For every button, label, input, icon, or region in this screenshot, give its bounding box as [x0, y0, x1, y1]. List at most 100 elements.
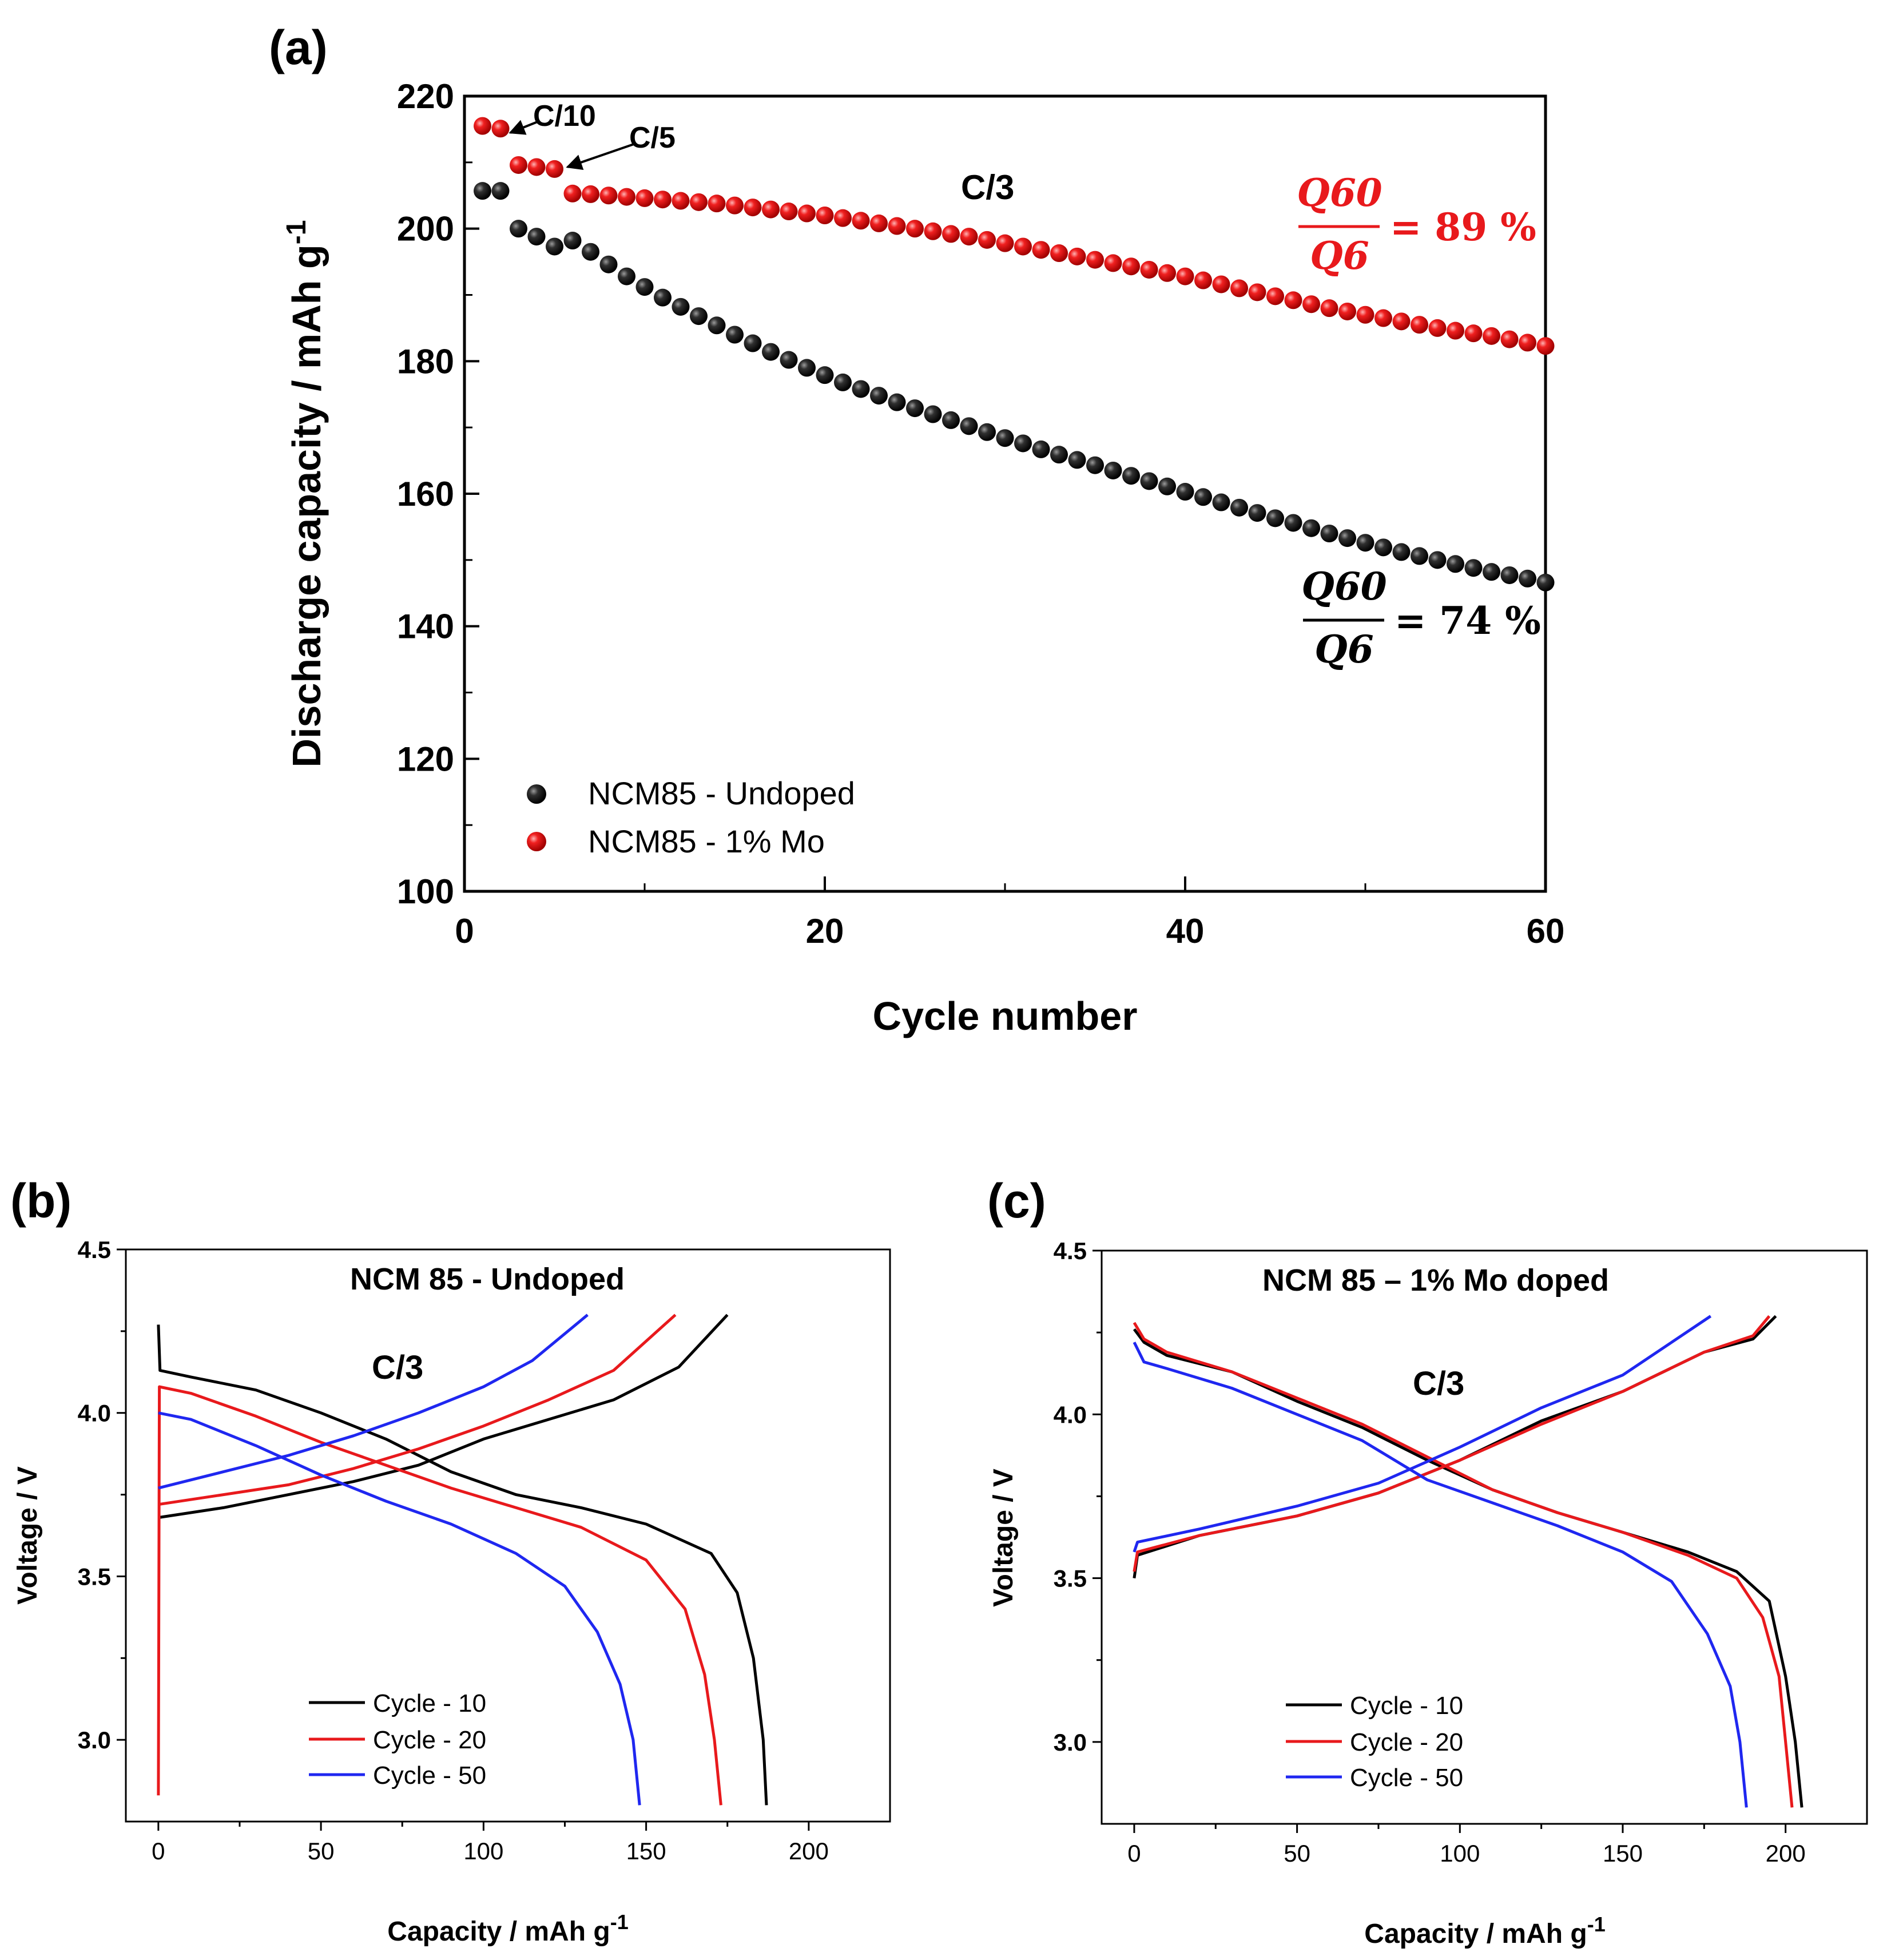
y-tick-label-b: 4.5 [78, 1236, 111, 1263]
x-tick-label-c: 0 [1127, 1840, 1141, 1867]
data-point-undoped [474, 182, 491, 200]
data-point-mo [1536, 337, 1555, 355]
data-point-mo [1014, 237, 1032, 256]
data-point-undoped [1338, 529, 1356, 547]
retention-formula-undoped: Q60 Q6 = 74 % [1301, 564, 1541, 672]
legend-label-b-cycle10: Cycle - 10 [373, 1689, 486, 1717]
data-point-mo [618, 188, 635, 206]
data-point-undoped [582, 243, 599, 261]
y-tick-label-c: 3.0 [1054, 1729, 1087, 1756]
data-point-mo [996, 234, 1014, 252]
data-point-undoped [1411, 547, 1428, 565]
data-point-undoped [744, 334, 762, 352]
data-point-mo [690, 193, 708, 211]
data-point-mo [960, 228, 978, 246]
data-point-mo [1284, 291, 1302, 310]
data-point-undoped [1176, 483, 1194, 501]
y-tick-label-a: 100 [397, 872, 454, 911]
y-tick-label-a: 140 [397, 608, 454, 646]
x-tick-label-a: 40 [1166, 912, 1205, 950]
data-point-undoped [942, 411, 960, 429]
data-point-undoped [635, 278, 654, 296]
data-point-undoped [1122, 467, 1140, 485]
formula-mo-result: = 89 % [1390, 205, 1536, 249]
data-point-undoped [1302, 519, 1320, 537]
data-point-undoped [960, 417, 978, 435]
arrow-c5 [566, 143, 634, 170]
y-axis-title-a: Discharge capacity / mAh g-1 [281, 220, 329, 768]
discharge-curve-b-cycle50 [158, 1411, 641, 1806]
data-point-mo [510, 156, 527, 174]
data-point-undoped [1374, 538, 1392, 557]
data-point-undoped [1266, 509, 1284, 527]
legend-marker-undoped [527, 784, 546, 804]
rate-label-b: C/3 [372, 1349, 423, 1386]
legend-label-undoped: NCM85 - Undoped [588, 775, 855, 811]
data-point-mo [1212, 275, 1230, 293]
x-tick-label-c: 100 [1440, 1840, 1480, 1867]
discharge-curve-b-cycle10 [157, 1324, 768, 1806]
data-point-mo [924, 222, 942, 240]
x-axis-title-a: Cycle number [873, 994, 1138, 1038]
data-point-undoped [708, 316, 726, 335]
data-point-mo [1140, 260, 1158, 279]
data-point-undoped [1104, 461, 1122, 479]
charge-curve-b-cycle10 [158, 1314, 729, 1519]
y-axis-title-b: Voltage / V [13, 1466, 43, 1605]
data-point-mo [1428, 319, 1447, 337]
data-point-undoped [870, 387, 888, 405]
data-point-undoped [1068, 451, 1086, 469]
legend-a: NCM85 - Undoped NCM85 - 1% Mo [527, 775, 855, 859]
data-point-undoped [1356, 534, 1374, 552]
legend-label-c-cycle50: Cycle - 50 [1350, 1764, 1463, 1792]
data-point-mo [1374, 309, 1392, 327]
data-point-mo [1194, 271, 1212, 289]
data-point-mo [1032, 241, 1050, 259]
formula-undoped-numerator: Q60 [1301, 564, 1387, 609]
data-point-mo [582, 185, 599, 203]
data-point-undoped [1483, 563, 1500, 581]
data-point-undoped [996, 429, 1014, 447]
data-point-mo [888, 217, 906, 235]
legend-label-c-cycle20: Cycle - 20 [1350, 1728, 1463, 1756]
data-point-mo [1068, 247, 1086, 265]
data-point-undoped [924, 405, 942, 423]
x-axis-title-c: Capacity / mAh g-1 [1364, 1913, 1605, 1949]
data-point-undoped [906, 399, 924, 418]
data-point-mo [1500, 330, 1519, 348]
panel-label-c: (c) [987, 1174, 1046, 1228]
discharge-curve-c-cycle50 [1133, 1342, 1748, 1808]
data-point-mo [1122, 257, 1140, 276]
x-tick-label-b: 100 [463, 1838, 503, 1864]
retention-formula-mo: Q60 Q6 = 89 % [1297, 170, 1536, 278]
charge-curve-c-cycle20 [1133, 1315, 1771, 1572]
data-point-mo [599, 187, 618, 205]
data-point-undoped [618, 267, 635, 285]
data-point-undoped [599, 255, 618, 273]
data-point-mo [1104, 254, 1122, 272]
x-tick-label-b: 150 [626, 1838, 666, 1864]
data-point-mo [1519, 334, 1536, 352]
data-point-undoped [654, 288, 672, 307]
data-point-mo [654, 191, 672, 209]
data-point-undoped [852, 380, 870, 398]
y-tick-label-c: 4.5 [1054, 1237, 1087, 1264]
chart-title-c: NCM 85 – 1% Mo doped [1262, 1263, 1609, 1298]
data-point-undoped [1500, 566, 1519, 584]
chart-panel-a: (a) 0 20 40 60 100 120 140 160 180 200 220 Cycle n… [269, 21, 1564, 1038]
chart-title-b: NCM 85 - Undoped [350, 1262, 625, 1296]
y-tick-label-b: 4.0 [78, 1400, 111, 1427]
data-point-undoped [834, 373, 852, 391]
data-point-mo [1248, 283, 1266, 301]
x-tick-label-a: 20 [806, 912, 844, 950]
data-point-mo [1086, 251, 1104, 269]
data-point-undoped [762, 343, 780, 361]
formula-undoped-result: = 74 % [1395, 598, 1541, 643]
legend-label-b-cycle20: Cycle - 20 [373, 1726, 486, 1754]
y-tick-label-c: 4.0 [1054, 1401, 1087, 1428]
formula-mo-numerator: Q60 [1297, 170, 1382, 215]
data-point-mo [491, 120, 510, 138]
data-point-undoped [1284, 514, 1302, 532]
x-tick-label-b: 0 [152, 1838, 165, 1864]
data-point-mo [1338, 302, 1356, 320]
